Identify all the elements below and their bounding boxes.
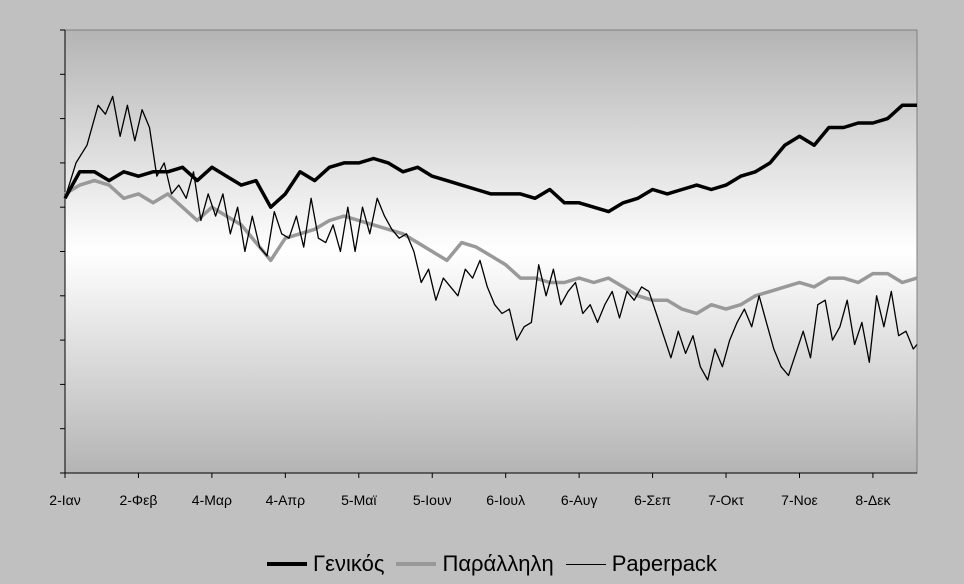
x-tick-label: 4-Απρ [266, 492, 305, 508]
x-tick-label: 2-Φεβ [119, 492, 157, 508]
series-line-2 [64, 95, 918, 381]
x-tick-label: 8-Δεκ [855, 492, 891, 508]
x-tick-label: 7-Νοε [781, 492, 818, 508]
legend-label-paperpack: Paperpack [611, 551, 717, 576]
x-tick-label: 6-Αυγ [561, 492, 597, 508]
legend-item-paperpack: Paperpack [565, 551, 717, 577]
x-tick-label: 7-Οκτ [708, 492, 744, 508]
x-tick-label: 2-Ιαν [49, 492, 80, 508]
x-axis: 2-Ιαν 2-Φεβ 4-Μαρ 4-Απρ 5-Μαϊ 5-Ιουν 6-Ιουλ 6-Α… [49, 472, 917, 508]
x-tick-label: 6-Ιουλ [486, 492, 525, 508]
legend-swatch-parallili [396, 562, 437, 566]
legend-swatch-genikos [267, 562, 308, 566]
legend-label-parallili: Παράλληλη [442, 551, 554, 576]
series-layer [63, 95, 918, 381]
legend-item-genikos: Γενικός [267, 551, 384, 577]
y-axis [60, 29, 66, 474]
x-tick-label: 4-Μαρ [192, 492, 232, 508]
x-tick-label: 5-Ιουν [413, 492, 452, 508]
legend: Γενικός Παράλληλη Paperpack [232, 548, 752, 580]
x-tick-label: 6-Σεπ [634, 492, 671, 508]
series-line-1 [64, 178, 918, 316]
legend-swatch-paperpack [565, 563, 606, 565]
plot-area [64, 29, 918, 474]
legend-label-genikos: Γενικός [313, 551, 385, 576]
x-tick-label: 5-Μαϊ [341, 492, 377, 508]
legend-item-parallili: Παράλληλη [396, 551, 554, 577]
